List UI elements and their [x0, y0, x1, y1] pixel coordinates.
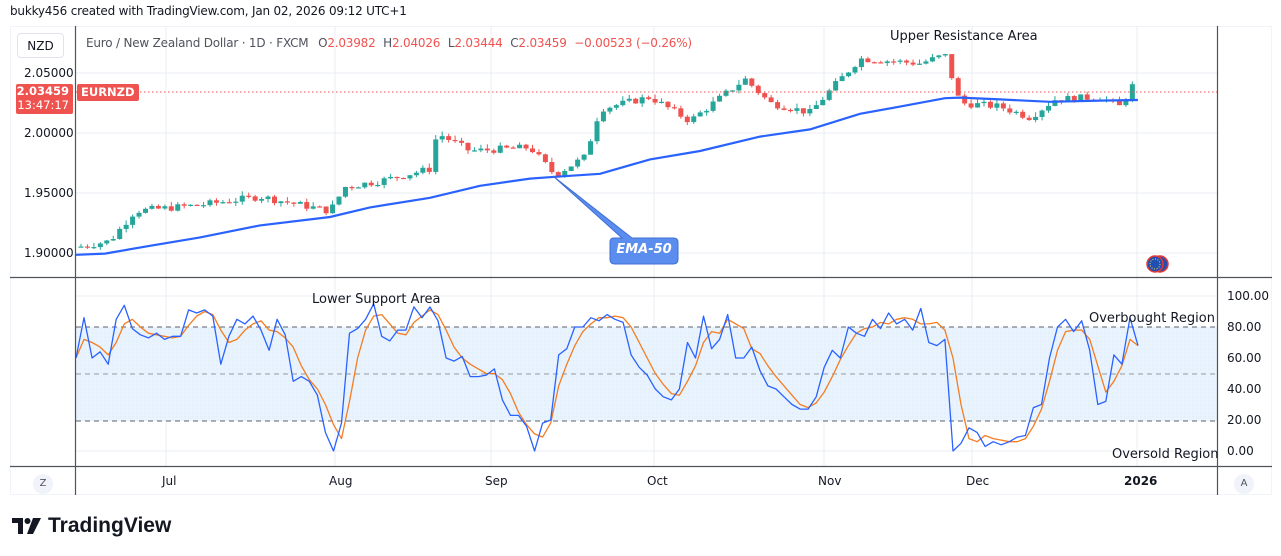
last-price-value: 2.03459 — [16, 84, 69, 98]
lower-support-label: Lower Support Area — [312, 292, 441, 307]
time-label: Oct — [647, 474, 668, 488]
auto-scale-left-button[interactable]: Z — [33, 474, 53, 494]
oversold-label: Oversold Region — [1112, 447, 1219, 462]
ema-50-line — [75, 96, 1139, 256]
chart-credit: bukky456 created with TradingView.com, J… — [10, 4, 407, 18]
symbol-legend[interactable]: Euro / New Zealand Dollar · 1D · FXCM O2… — [86, 36, 692, 50]
low-label: L — [447, 36, 455, 50]
bar-countdown: 13:47:17 — [17, 98, 69, 112]
high-value: 2.04026 — [392, 36, 441, 50]
time-label: Sep — [485, 474, 508, 488]
ema-callout-shape — [552, 175, 679, 265]
time-label: Nov — [818, 474, 842, 488]
last-price-badge: 2.03459 13:47:17 — [16, 84, 73, 114]
overbought-label: Overbought Region — [1089, 311, 1215, 326]
osc-tick: 80.00 — [1227, 320, 1262, 334]
time-label: Dec — [966, 474, 990, 488]
close-label: C — [510, 36, 519, 50]
symbol-price-label: EURNZD — [77, 84, 139, 101]
osc-tick: 20.00 — [1227, 413, 1262, 427]
low-value: 2.03444 — [454, 36, 503, 50]
price-tick: 1.90000 — [24, 246, 74, 260]
close-value: 2.03459 — [518, 36, 567, 50]
price-tick: 2.00000 — [24, 126, 74, 140]
osc-tick: 40.00 — [1227, 382, 1262, 396]
ema-callout-label: EMA-50 — [616, 242, 672, 257]
currency-unit-button[interactable]: NZD — [17, 33, 64, 58]
osc-tick: 100.00 — [1227, 289, 1269, 303]
upper-resistance-label: Upper Resistance Area — [890, 29, 1038, 44]
tradingview-logo-icon — [12, 518, 41, 534]
symbol-description: Euro / New Zealand Dollar · 1D · FXCM — [86, 36, 309, 50]
change-value: −0.00523 (−0.26%) — [574, 36, 692, 50]
time-label: Aug — [329, 474, 353, 488]
open-value: 2.03982 — [327, 36, 376, 50]
time-label-year: 2026 — [1124, 474, 1158, 488]
time-label: Jul — [162, 474, 177, 488]
stochastic-lines — [75, 303, 1139, 452]
high-label: H — [383, 36, 392, 50]
osc-tick: 60.00 — [1227, 351, 1262, 365]
auto-scale-button[interactable]: A — [1234, 474, 1254, 494]
open-label: O — [318, 36, 328, 50]
tradingview-logo-text: TradingView — [48, 514, 172, 537]
osc-tick: 0.00 — [1227, 444, 1254, 458]
price-tick: 1.95000 — [24, 186, 74, 200]
eurnzd-currency-flags-icon[interactable] — [1146, 255, 1169, 273]
price-tick: 2.05000 — [24, 66, 74, 80]
tradingview-logo[interactable]: TradingView — [12, 514, 171, 538]
